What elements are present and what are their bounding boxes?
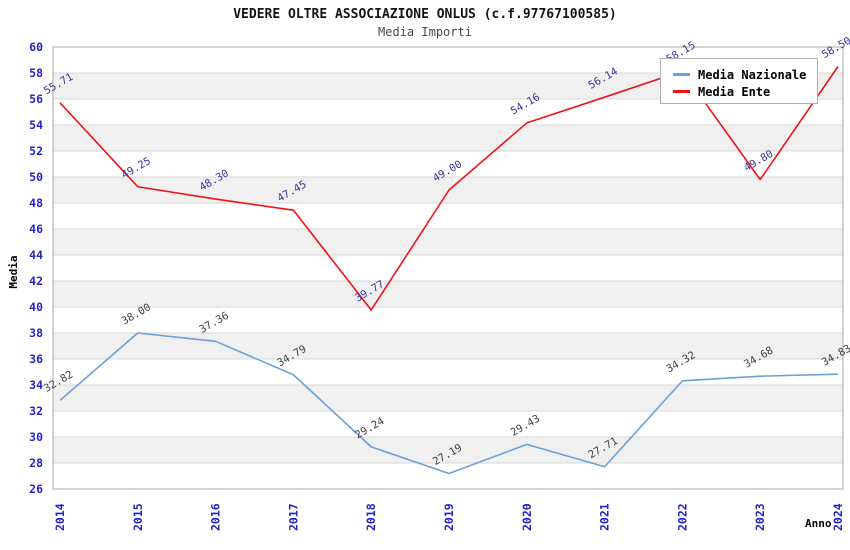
y-tick-label: 50 xyxy=(29,170,43,184)
y-tick-label: 42 xyxy=(29,274,43,288)
legend-label-media-ente: Media Ente xyxy=(698,84,771,99)
y-tick-label: 36 xyxy=(29,352,43,366)
data-label: 49.80 xyxy=(742,148,775,174)
x-tick-label: 2018 xyxy=(364,503,378,531)
y-tick-label: 30 xyxy=(29,430,43,444)
data-label: 37.36 xyxy=(197,310,230,336)
y-tick-label: 58 xyxy=(29,66,43,80)
x-tick-label: 2017 xyxy=(286,503,300,531)
y-tick-label: 34 xyxy=(29,378,43,392)
x-tick-label: 2016 xyxy=(209,503,223,531)
y-tick-label: 26 xyxy=(29,482,43,496)
y-axis-title: Media xyxy=(7,255,20,289)
x-tick-label: 2021 xyxy=(598,503,612,531)
x-tick-label: 2024 xyxy=(831,503,845,531)
y-tick-label: 44 xyxy=(29,248,43,262)
y-tick-label: 56 xyxy=(29,92,43,106)
y-tick-label: 52 xyxy=(29,144,43,158)
background-band xyxy=(53,385,843,411)
background-band xyxy=(53,229,843,255)
x-tick-label: 2023 xyxy=(753,503,767,531)
y-tick-label: 46 xyxy=(29,222,43,236)
background-band xyxy=(53,125,843,151)
x-axis-title: Anno xyxy=(805,517,832,530)
legend-item-media-nazionale: Media Nazionale xyxy=(673,66,817,83)
y-tick-label: 32 xyxy=(29,404,43,418)
x-tick-label: 2019 xyxy=(442,503,456,531)
x-tick-label: 2014 xyxy=(53,503,67,531)
y-tick-label: 40 xyxy=(29,300,43,314)
legend-label-media-nazionale: Media Nazionale xyxy=(698,67,807,82)
plot-border xyxy=(52,46,844,490)
y-tick-label: 60 xyxy=(29,40,43,54)
y-tick-label: 28 xyxy=(29,456,43,470)
y-tick-label: 54 xyxy=(29,118,43,132)
series-line-media-ente xyxy=(59,66,839,311)
legend: Media Nazionale Media Ente xyxy=(660,58,818,104)
media-nazionale-line-swatch xyxy=(673,73,690,76)
x-tick-label: 2020 xyxy=(520,503,534,531)
series-line-media-nazionale xyxy=(59,332,839,475)
chart-title: VEDERE OLTRE ASSOCIAZIONE ONLUS (c.f.977… xyxy=(233,7,617,22)
background-band xyxy=(53,437,843,463)
x-tick-label: 2022 xyxy=(675,503,689,531)
y-tick-label: 48 xyxy=(29,196,43,210)
legend-item-media-ente: Media Ente xyxy=(673,83,817,100)
data-label: 29.43 xyxy=(509,413,542,439)
background-band xyxy=(53,281,843,307)
media-ente-line-swatch xyxy=(673,90,690,93)
background-band xyxy=(53,177,843,203)
y-tick-label: 38 xyxy=(29,326,43,340)
chart-subtitle: Media Importi xyxy=(378,25,472,39)
x-tick-label: 2015 xyxy=(131,503,145,531)
